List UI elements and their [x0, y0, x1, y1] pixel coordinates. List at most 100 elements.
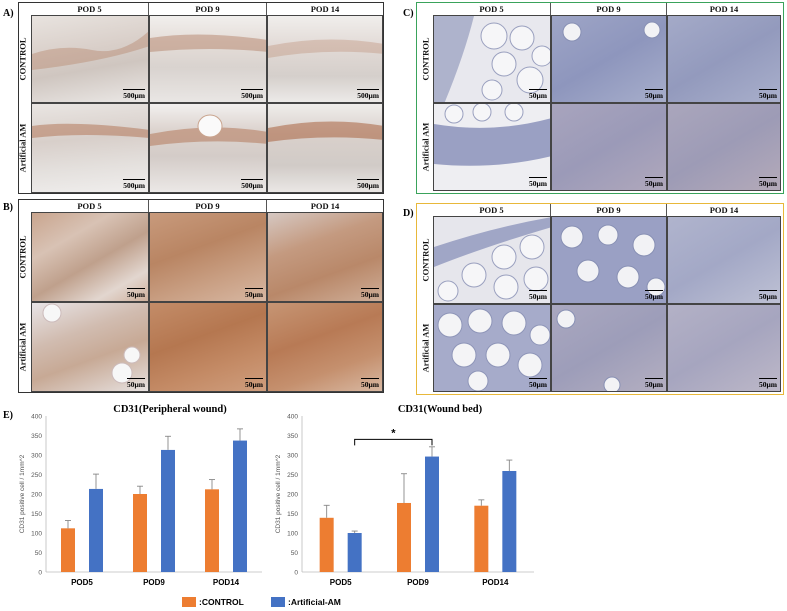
panel-a-header-2: POD 9 [149, 3, 267, 15]
panel-d-image-control-pod5: 50μm [433, 216, 551, 304]
y-tick-label: 300 [31, 452, 42, 459]
panel-d-header-1: POD 5 [433, 204, 551, 216]
scale-bar: 50μm [645, 290, 663, 301]
panel-b-row-label-2: Artificial AM [17, 322, 28, 372]
panel-d-image-control-pod9: 50μm [551, 216, 667, 304]
scale-bar: 500μm [241, 179, 263, 190]
y-tick-label: 0 [294, 569, 298, 576]
scale-bar: 50μm [759, 89, 777, 100]
panel-c-header-3: POD 14 [709, 4, 739, 14]
panel-a-image-am-pod14: 500μm [267, 103, 383, 193]
scale-bar: 50μm [759, 177, 777, 188]
panel-d-row-label-1: CONTROL [420, 238, 431, 282]
panel-d-image-am-pod14: 50μm [667, 304, 781, 392]
y-tick-label: 400 [287, 414, 298, 420]
scale-bar: 500μm [241, 89, 263, 100]
scale-bar: 50μm [529, 378, 547, 389]
scale-bar: 50μm [361, 288, 379, 299]
scale-bar: 50μm [529, 290, 547, 301]
x-category-label: POD5 [71, 578, 93, 587]
y-tick-label: 200 [31, 491, 42, 498]
y-axis-label: CD31 positive cell / 1mm^2 [275, 454, 282, 533]
scale-bar: 50μm [529, 177, 547, 188]
x-category-label: POD9 [407, 578, 429, 587]
panel-b-header-2: POD 9 [149, 200, 267, 212]
scale-bar: 50μm [645, 378, 663, 389]
legend-swatch-control [182, 597, 196, 607]
significance-bracket [354, 438, 433, 446]
bar-artificial-am-pod5 [89, 488, 103, 572]
panel-a-row-label-1: CONTROL [17, 37, 28, 81]
panel-d-label: D) [403, 208, 414, 219]
panel-d-image-am-pod9: 50μm [551, 304, 667, 392]
scale-bar: 500μm [357, 179, 379, 190]
y-tick-label: 400 [31, 414, 42, 420]
y-tick-label: 100 [287, 530, 298, 537]
bar-artificial-am-pod14 [502, 470, 517, 572]
panel-c-image-control-pod14: 50μm [667, 15, 781, 103]
scale-bar: 50μm [127, 288, 145, 299]
scale-bar: 50μm [759, 290, 777, 301]
y-tick-label: 350 [287, 433, 298, 440]
bar-artificial-am-pod9 [425, 456, 439, 572]
panel-b-header-3: POD 14 [310, 201, 340, 211]
panel-b-image-control-pod14: 50μm [267, 212, 383, 302]
y-tick-label: 350 [31, 433, 42, 440]
y-tick-label: 150 [287, 511, 298, 518]
y-tick-label: 150 [31, 511, 42, 518]
scale-bar: 500μm [123, 89, 145, 100]
panel-c-image-control-pod5: 50μm [433, 15, 551, 103]
scale-bar: 500μm [123, 179, 145, 190]
panel-b-row-label-1: CONTROL [17, 235, 28, 279]
bar-control-pod5 [61, 528, 75, 572]
x-category-label: POD14 [213, 578, 240, 587]
y-axis-label: CD31 positive cell / 1mm^2 [19, 454, 26, 533]
bar-control-pod9 [133, 494, 147, 572]
scale-bar: 50μm [127, 378, 145, 389]
x-category-label: POD9 [143, 578, 165, 587]
scale-bar: 500μm [357, 89, 379, 100]
panel-a: POD 5 POD 9 POD 14 CONTROL Artificial AM… [17, 2, 384, 194]
panel-b-image-am-pod9: 50μm [149, 302, 267, 392]
panel-c-header-1: POD 5 [433, 3, 551, 15]
panel-c-row-label-2: Artificial AM [420, 122, 431, 172]
scale-bar: 50μm [529, 89, 547, 100]
panel-d-image-control-pod14: 50μm [667, 216, 781, 304]
panel-b: POD 5 POD 9 POD 14 CONTROL Artificial AM… [17, 199, 384, 393]
x-category-label: POD14 [482, 578, 509, 587]
panel-c-image-control-pod9: 50μm [551, 15, 667, 103]
panel-b-label: B) [3, 202, 13, 213]
y-tick-label: 250 [31, 472, 42, 479]
panel-d-header-3: POD 14 [709, 205, 739, 215]
legend-swatch-artificial-am [271, 597, 285, 607]
y-tick-label: 100 [31, 530, 42, 537]
y-tick-label: 300 [287, 452, 298, 459]
panel-b-header-1: POD 5 [31, 200, 149, 212]
panel-c-row-label-1: CONTROL [420, 37, 431, 81]
panel-c: POD 5 POD 9 POD 14 CONTROL Artificial AM… [416, 2, 784, 194]
chart-1: 0 50 100 150 200 250 300 350 400 CD31 positive ce… [19, 414, 262, 587]
scale-bar: 50μm [245, 288, 263, 299]
bar-control-pod14 [205, 489, 219, 572]
panel-b-image-control-pod9: 50μm [149, 212, 267, 302]
bar-control-pod14 [474, 505, 489, 572]
y-tick-label: 50 [35, 550, 43, 557]
y-tick-label: 0 [38, 569, 42, 576]
panel-a-header-1: POD 5 [31, 3, 149, 15]
panel-a-image-am-pod5: 500μm [31, 103, 149, 193]
y-tick-label: 50 [291, 550, 299, 557]
legend-artificial-am: :Artificial-AM [271, 597, 341, 607]
panel-b-image-am-pod14: 50μm [267, 302, 383, 392]
bar-artificial-am-pod9 [161, 449, 175, 572]
panel-b-image-control-pod5: 50μm [31, 212, 149, 302]
panel-a-image-am-pod9: 500μm [149, 103, 267, 193]
panel-e-label: E) [3, 410, 13, 421]
chart-2: 0 50 100 150 200 250 300 350 400 CD31 positive ce… [275, 414, 534, 587]
scale-bar: 50μm [645, 89, 663, 100]
panel-d: POD 5 POD 9 POD 14 CONTROL Artificial AM… [416, 203, 784, 395]
panel-d-row-label-2: Artificial AM [420, 323, 431, 373]
scale-bar: 50μm [645, 177, 663, 188]
panel-d-header-2: POD 9 [551, 204, 667, 216]
panel-d-image-am-pod5: 50μm [433, 304, 551, 392]
significance-marker: * [391, 427, 396, 439]
